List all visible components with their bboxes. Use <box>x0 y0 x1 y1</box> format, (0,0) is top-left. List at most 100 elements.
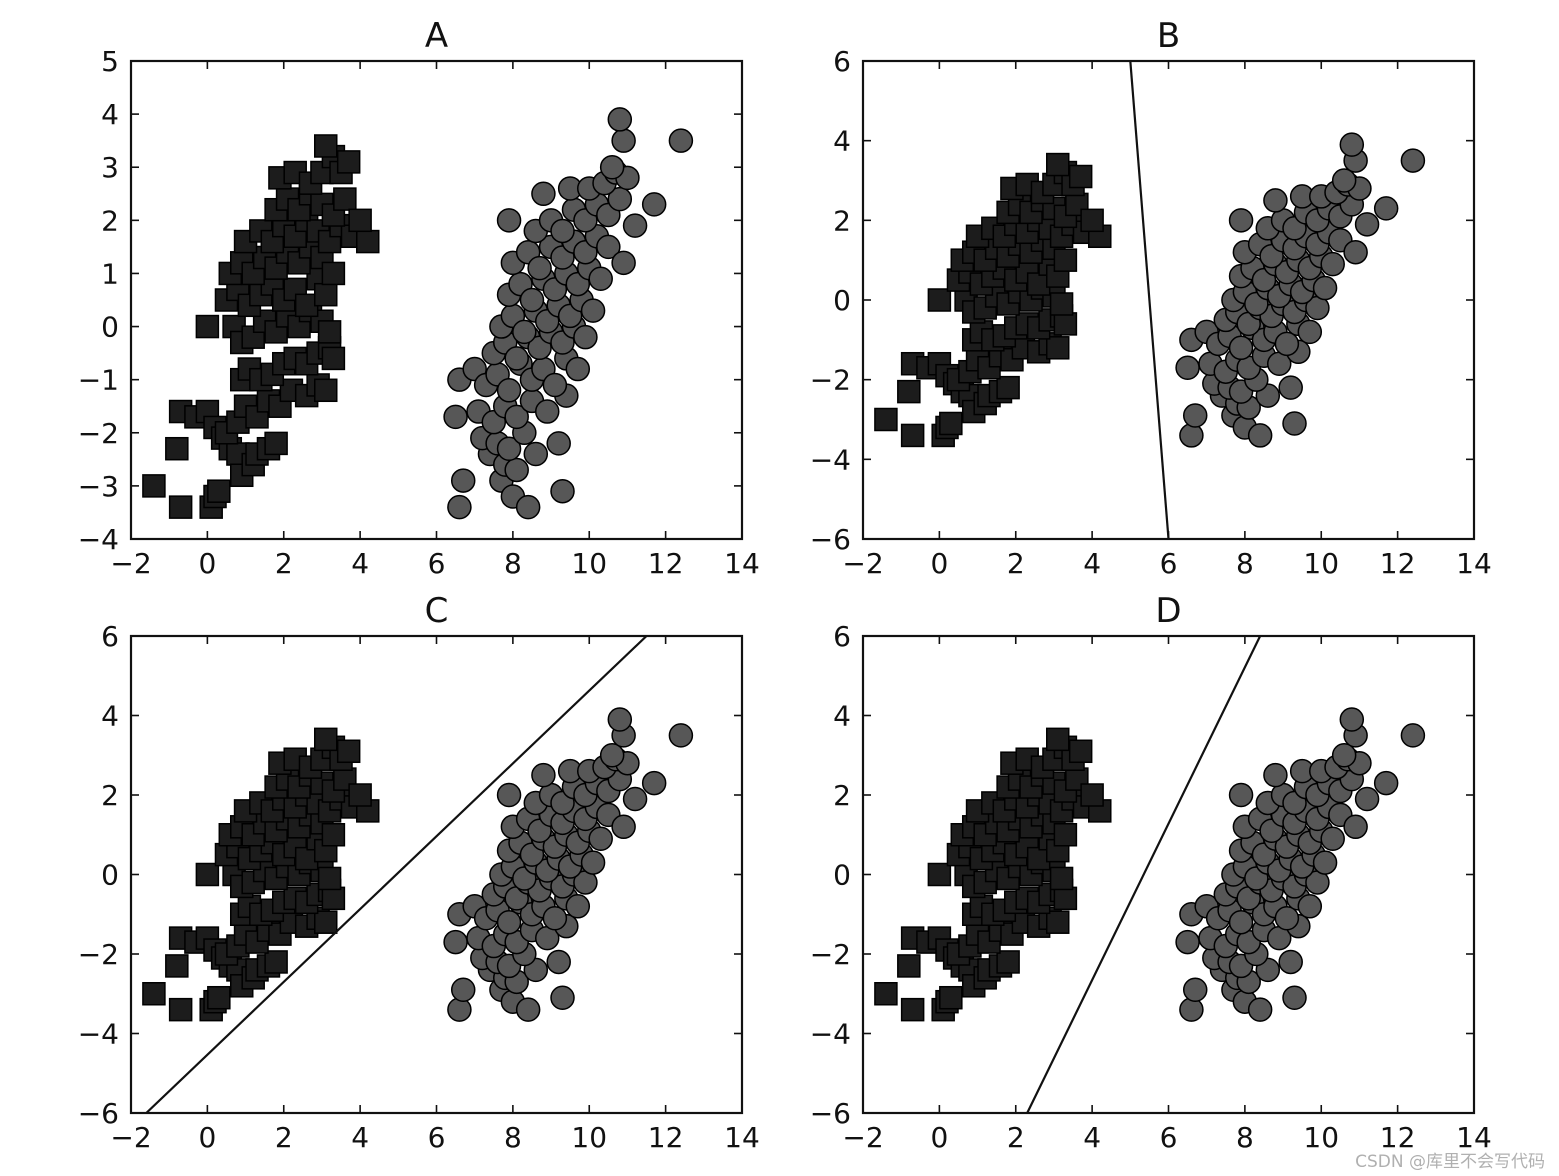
panel-a-square-point <box>317 320 342 344</box>
panel-c-circle-point <box>515 997 541 1022</box>
panel-d-square-point <box>874 982 898 1006</box>
panel-b-square-point <box>900 423 925 448</box>
panel-c-circle-point <box>447 997 472 1022</box>
panel-d-xtick-label: 0 <box>930 1121 948 1154</box>
panel-c-ytick-label: 6 <box>101 620 119 653</box>
panel-d-xtick-label: 4 <box>1083 1121 1101 1154</box>
panel-c-square-point <box>321 886 346 911</box>
panel-a-circle-point <box>588 266 613 292</box>
panel-d-xtick-label: 6 <box>1160 1121 1178 1154</box>
panel-d-xtick-label: 14 <box>1456 1121 1492 1154</box>
panel-b-xtick-label: 12 <box>1380 547 1416 580</box>
panel-c-circle-point <box>588 826 613 851</box>
panel-a-axes-frame <box>129 59 744 541</box>
panel-d-square-point <box>900 997 925 1022</box>
panel-a-circle-point <box>450 468 476 493</box>
panel-b-circle-point <box>1343 239 1368 265</box>
panel-d-square-point <box>996 950 1020 974</box>
panel-c-circle-point <box>641 770 667 796</box>
panel-d-xtick-label: 12 <box>1380 1121 1416 1154</box>
panel-a-circle-point <box>607 186 633 212</box>
panel-d-xtick-label: 8 <box>1236 1121 1254 1154</box>
panel-c-xtick-label: 6 <box>428 1121 446 1154</box>
panel-c-circle-point <box>546 949 571 975</box>
panel-a-ytick-label: 0 <box>101 311 119 344</box>
panel-d-square-point <box>1080 783 1104 807</box>
panel-b-square-point <box>1068 164 1093 189</box>
panel-c-square-point <box>207 985 231 1010</box>
panel-b-ytick-label: 4 <box>833 125 851 158</box>
panel-d-separating-line <box>1026 636 1262 1113</box>
panel-b-separating-line <box>1129 61 1170 539</box>
panel-a-circle-point <box>523 441 549 467</box>
panel-d-plot-area <box>874 636 1426 1113</box>
panel-a-square-point <box>314 378 338 403</box>
panel-c-xtick-label: 4 <box>351 1121 369 1154</box>
panel-a-circle-point <box>596 234 621 260</box>
panel-a-square-point <box>168 495 193 519</box>
panel-b-axes-frame <box>861 59 1476 541</box>
panel-d-circle-point <box>1247 997 1273 1022</box>
panel-c-square-point <box>348 783 372 807</box>
panel-d-square-point <box>897 954 921 978</box>
panel-a-ytick-label: 1 <box>101 257 119 290</box>
panel-c-circle-point <box>599 743 625 768</box>
panel-b-circle-point <box>1182 403 1208 428</box>
panel-d-circle-point <box>1282 985 1307 1010</box>
panel-b-ytick-label: 6 <box>833 45 851 78</box>
panel-a-square-point <box>264 431 288 456</box>
panel-b-square-point <box>927 288 952 312</box>
panel-d-xtick-label: 10 <box>1303 1121 1339 1154</box>
panel-c-ytick-label: 4 <box>101 700 119 733</box>
panel-d-circle-point <box>1343 814 1368 840</box>
watermark: CSDN @库里不会写代码 <box>1355 1152 1545 1172</box>
panel-c-xtick-label: 8 <box>504 1121 522 1154</box>
panel-c-square-point <box>264 950 288 974</box>
panel-a-ytick-label: 4 <box>101 98 119 131</box>
panel-a-ytick-label: −1 <box>78 364 119 397</box>
panel-c-circle-point <box>611 814 636 840</box>
panel-c-square-point <box>314 727 338 752</box>
panel-a-circle-point <box>504 346 529 371</box>
panel-a-square-point <box>314 282 338 307</box>
panel-d-circle-point <box>1274 905 1300 931</box>
panel-c-square-point <box>195 862 220 887</box>
panel-d-xtick-label: 2 <box>1007 1121 1025 1154</box>
panel-a-xtick-label: 2 <box>275 547 293 580</box>
panel-b-square-point <box>1053 312 1078 336</box>
panel-a-circle-point <box>542 372 568 398</box>
panel-b-title: B <box>1157 16 1180 56</box>
panel-b-xtick-label: 0 <box>930 547 948 580</box>
panel-b-plot-area <box>874 61 1426 539</box>
panel-b-square-point <box>939 411 963 436</box>
panel-c-circle-point <box>496 909 522 935</box>
panel-a-circle-point <box>496 378 522 403</box>
panel-a-circle-point <box>550 478 575 504</box>
panel-d-circle-point <box>1297 894 1323 919</box>
panel-d-circle-point <box>1373 770 1399 796</box>
panel-b-ytick-label: −2 <box>810 364 851 397</box>
panel-a-square-point <box>321 261 346 286</box>
panel-c-circle-point <box>443 929 468 955</box>
panel-b: B −2 0 2 4 6 8 10 12 14 −6 −4 −2 0 2 4 6 <box>810 16 1492 580</box>
panel-c-separating-line <box>145 636 648 1113</box>
panel-d-square-point <box>1053 823 1078 847</box>
panel-a-xtick-label: 12 <box>648 547 684 580</box>
panel-c-circle-point <box>622 786 648 812</box>
panel-a-circle-point <box>504 404 529 430</box>
panel-b-circle-point <box>1312 275 1338 301</box>
panel-b-ytick-label: 2 <box>833 204 851 237</box>
panel-a-circle-point <box>512 319 537 345</box>
panel-c-plot-area <box>142 636 694 1113</box>
panel-a-xtick-label: 8 <box>504 547 522 580</box>
panel-d-ytick-label: −4 <box>810 1018 851 1051</box>
panel-a-xtick-label: −2 <box>110 547 151 580</box>
panel-a-square-point <box>333 187 357 211</box>
panel-c-ytick-label: 0 <box>101 859 119 892</box>
panel-a-circle-point <box>534 399 560 424</box>
panel-a-ytick-label: −2 <box>78 417 119 450</box>
panel-d-square-point <box>1053 886 1078 911</box>
panel-a-circle-point <box>565 356 591 382</box>
panel-d-square-point <box>1068 739 1093 764</box>
